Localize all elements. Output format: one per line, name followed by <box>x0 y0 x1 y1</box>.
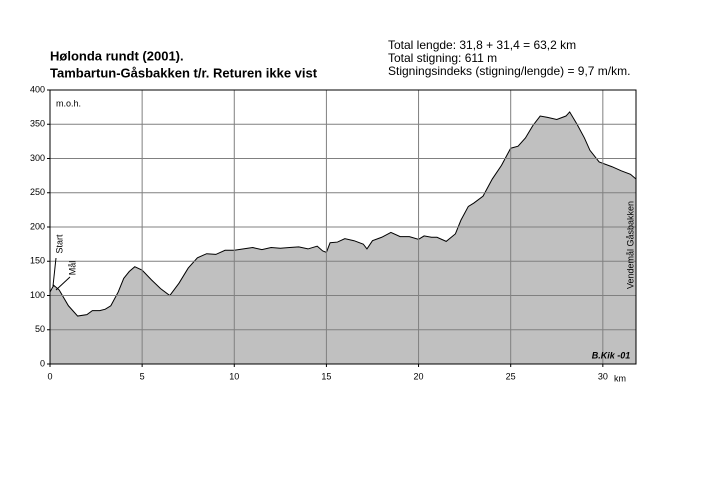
y-tick-label: 150 <box>30 256 45 266</box>
x-axis-label: km <box>614 373 626 383</box>
info-line: Stigningsindeks (stigning/lengde) = 9,7 … <box>388 64 630 78</box>
x-tick-label: 5 <box>140 371 145 381</box>
x-tick-label: 25 <box>506 371 516 381</box>
y-tick-label: 300 <box>30 153 45 163</box>
y-axis-label: m.o.h. <box>56 98 81 108</box>
plot-frame <box>49 89 637 365</box>
y-tick-label: 200 <box>30 221 45 231</box>
annotation-line <box>52 257 57 287</box>
annotation: Mål <box>67 261 77 276</box>
annotation: Vendemål Gåsbakken <box>625 201 635 289</box>
x-tick-label: 10 <box>229 371 239 381</box>
y-tick-label: 100 <box>30 290 45 300</box>
info-line: Total lengde: 31,8 + 31,4 = 63,2 km <box>388 38 576 52</box>
chart-title: Hølonda rundt (2001). <box>50 48 184 63</box>
x-tick-label: 0 <box>47 371 52 381</box>
y-tick-label: 350 <box>30 119 45 129</box>
y-tick-label: 250 <box>30 187 45 197</box>
annotation: Start <box>54 234 64 254</box>
signature: B.Kik -01 <box>592 350 631 360</box>
y-tick-label: 0 <box>40 358 45 368</box>
info-line: Total stigning: 611 m <box>388 51 497 65</box>
profile-line <box>49 111 637 317</box>
area-fill <box>50 111 636 364</box>
y-tick-label: 50 <box>35 324 45 334</box>
x-tick-label: 15 <box>321 371 331 381</box>
x-tick-label: 20 <box>414 371 424 381</box>
chart-subtitle: Tambartun-Gåsbakken t/r. Returen ikke vi… <box>50 65 318 80</box>
y-tick-label: 400 <box>30 84 45 94</box>
x-tick-label: 30 <box>598 371 608 381</box>
annotation-line <box>55 276 71 291</box>
